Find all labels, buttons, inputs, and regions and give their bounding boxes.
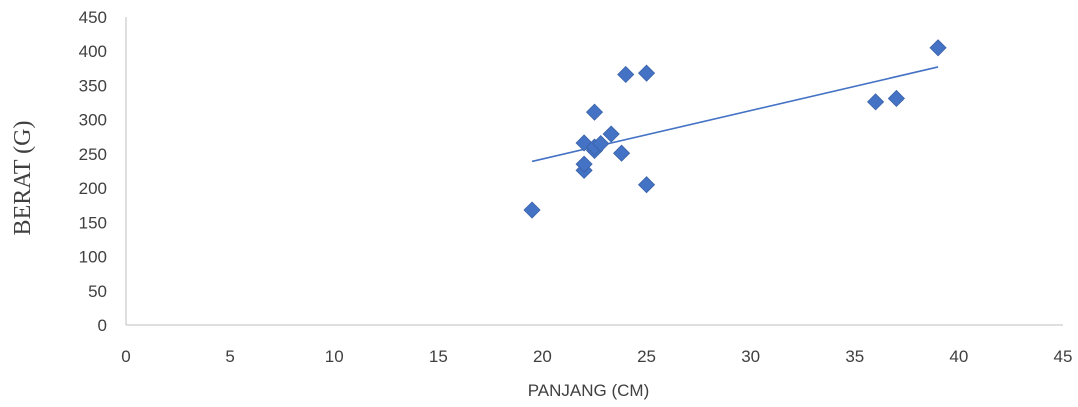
data-point	[613, 144, 631, 162]
x-axis-title: PANJANG (CM)	[528, 381, 650, 400]
data-point	[592, 135, 610, 153]
x-tick-label: 20	[533, 347, 552, 366]
data-point	[602, 125, 620, 143]
y-tick-labels: 0 50 100 150 200 250 300 350 400 450	[79, 8, 107, 335]
data-point	[617, 65, 635, 84]
data-point	[575, 155, 593, 173]
x-tick-label: 0	[121, 347, 130, 366]
x-tick-label: 25	[637, 347, 656, 366]
data-point	[585, 103, 604, 121]
x-tick-label: 30	[741, 347, 760, 366]
data-point	[929, 39, 947, 57]
y-tick-label: 0	[98, 316, 107, 335]
x-tick-label: 45	[1054, 347, 1073, 366]
y-tick-label: 50	[88, 282, 107, 301]
data-points	[523, 39, 947, 219]
y-tick-label: 300	[79, 111, 107, 130]
x-tick-label: 10	[325, 347, 344, 366]
x-tick-label: 15	[429, 347, 448, 366]
axes	[125, 17, 1063, 326]
y-tick-label: 350	[79, 76, 107, 95]
data-point	[523, 201, 541, 219]
x-tick-labels: 0 5 10 15 20 25 30 35 40 45	[121, 347, 1072, 366]
x-tick-label: 5	[225, 347, 234, 366]
x-tick-label: 35	[845, 347, 864, 366]
y-tick-label: 200	[79, 179, 107, 198]
x-tick-label: 40	[949, 347, 968, 366]
y-tick-label: 150	[79, 213, 107, 232]
data-point	[867, 93, 885, 111]
data-point	[637, 176, 656, 194]
y-tick-label: 400	[79, 42, 107, 61]
data-point	[637, 64, 656, 82]
y-tick-label: 100	[79, 248, 107, 267]
y-axis-title: BERAT (G)	[10, 121, 36, 236]
data-point	[887, 89, 905, 108]
y-tick-label: 450	[79, 8, 107, 27]
y-tick-label: 250	[79, 145, 107, 164]
